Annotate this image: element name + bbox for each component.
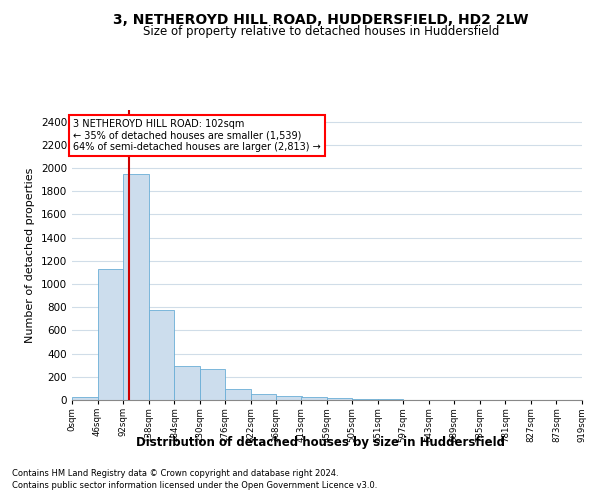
Bar bbox=[301, 398, 327, 400]
Bar bbox=[352, 398, 378, 400]
Bar bbox=[276, 396, 302, 400]
Bar bbox=[200, 368, 225, 400]
Bar bbox=[149, 310, 174, 400]
Text: Size of property relative to detached houses in Huddersfield: Size of property relative to detached ho… bbox=[143, 25, 499, 38]
Text: 3 NETHEROYD HILL ROAD: 102sqm
← 35% of detached houses are smaller (1,539)
64% o: 3 NETHEROYD HILL ROAD: 102sqm ← 35% of d… bbox=[73, 120, 321, 152]
Text: Distribution of detached houses by size in Huddersfield: Distribution of detached houses by size … bbox=[137, 436, 505, 449]
Y-axis label: Number of detached properties: Number of detached properties bbox=[25, 168, 35, 342]
Text: 3, NETHEROYD HILL ROAD, HUDDERSFIELD, HD2 2LW: 3, NETHEROYD HILL ROAD, HUDDERSFIELD, HD… bbox=[113, 12, 529, 26]
Bar bbox=[72, 396, 98, 400]
Bar bbox=[225, 389, 251, 400]
Bar bbox=[174, 366, 200, 400]
Bar bbox=[251, 394, 276, 400]
Text: Contains HM Land Registry data © Crown copyright and database right 2024.: Contains HM Land Registry data © Crown c… bbox=[12, 468, 338, 477]
Bar bbox=[327, 398, 352, 400]
Bar bbox=[98, 269, 123, 400]
Bar bbox=[123, 174, 149, 400]
Text: Contains public sector information licensed under the Open Government Licence v3: Contains public sector information licen… bbox=[12, 481, 377, 490]
